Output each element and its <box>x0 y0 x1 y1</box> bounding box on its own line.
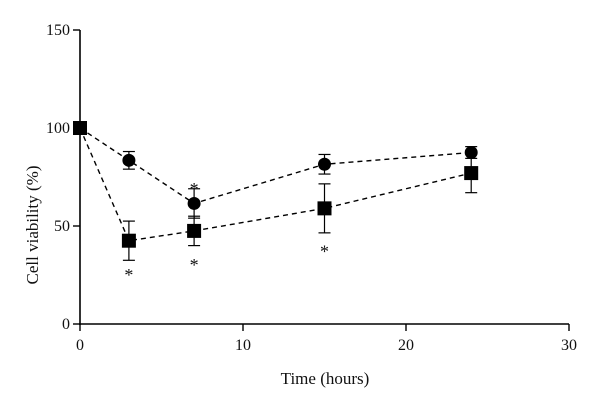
data-point-circle <box>122 153 136 167</box>
series-circle <box>73 121 478 219</box>
significance-asterisk: * <box>124 265 133 285</box>
x-axis-label: Time (hours) <box>281 369 370 388</box>
y-tick-label: 100 <box>46 120 70 137</box>
data-point-circle <box>318 157 331 171</box>
x-tick-label: 30 <box>561 337 577 354</box>
x-tick-label: 20 <box>398 337 414 354</box>
data-point-circle <box>187 196 201 210</box>
series-layer <box>73 121 479 261</box>
significance-asterisk: * <box>190 255 199 275</box>
data-point-square <box>73 121 87 135</box>
x-tick-label: 10 <box>235 337 251 354</box>
data-point-circle <box>464 146 478 159</box>
y-tick-label: 0 <box>62 316 70 333</box>
series-line-square <box>79 127 472 242</box>
y-tick-label: 150 <box>46 22 70 39</box>
x-tick-label: 0 <box>76 337 84 354</box>
axes: 0 50 100 150 0 10 20 30 <box>46 22 577 354</box>
series-line-circle <box>79 127 472 205</box>
y-tick-label: 50 <box>54 218 70 235</box>
data-point-square <box>464 166 479 181</box>
y-axis-label: Cell viability (%) <box>23 166 42 285</box>
data-point-square <box>121 233 136 248</box>
annotations: * * * * <box>124 179 329 285</box>
significance-asterisk: * <box>320 242 329 262</box>
series-square <box>73 121 479 261</box>
data-point-square <box>187 223 202 238</box>
significance-asterisk: * <box>190 179 199 199</box>
data-point-square <box>317 201 332 216</box>
